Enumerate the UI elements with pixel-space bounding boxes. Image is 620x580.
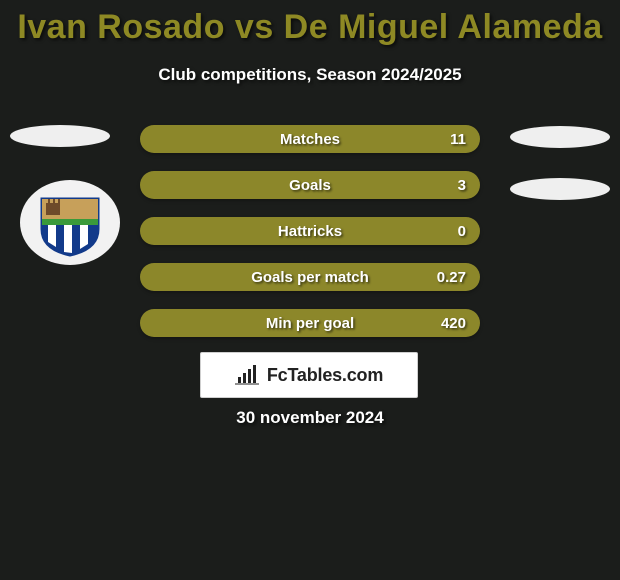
stat-value: 0.27	[437, 269, 466, 286]
stat-value: 11	[450, 131, 466, 148]
stat-row: Hattricks 0	[140, 217, 480, 245]
stat-value: 3	[458, 177, 466, 194]
malaga-cf-crest-icon	[36, 189, 104, 257]
stat-row: Goals 3	[140, 171, 480, 199]
attribution-text: FcTables.com	[267, 365, 383, 386]
bar-chart-icon	[235, 365, 259, 385]
player-right-slot-2	[510, 178, 610, 200]
page-title: Ivan Rosado vs De Miguel Alameda	[0, 0, 620, 47]
comparison-card: Ivan Rosado vs De Miguel Alameda Club co…	[0, 0, 620, 580]
stat-label: Min per goal	[266, 315, 354, 332]
stat-label: Matches	[280, 131, 340, 148]
stat-label: Goals per match	[251, 269, 369, 286]
stat-label: Goals	[289, 177, 331, 194]
stats-list: Matches 11 Goals 3 Hattricks 0 Goals per…	[140, 125, 480, 355]
stat-row: Matches 11	[140, 125, 480, 153]
stat-label: Hattricks	[278, 223, 342, 240]
stat-value: 420	[441, 315, 466, 332]
stat-row: Min per goal 420	[140, 309, 480, 337]
stat-value: 0	[458, 223, 466, 240]
attribution: FcTables.com	[200, 352, 418, 398]
player-right-slot-1	[510, 126, 610, 148]
page-subtitle: Club competitions, Season 2024/2025	[0, 65, 620, 85]
club-badge	[20, 180, 120, 265]
date-label: 30 november 2024	[0, 408, 620, 428]
stat-row: Goals per match 0.27	[140, 263, 480, 291]
player-left-slot	[10, 125, 110, 147]
